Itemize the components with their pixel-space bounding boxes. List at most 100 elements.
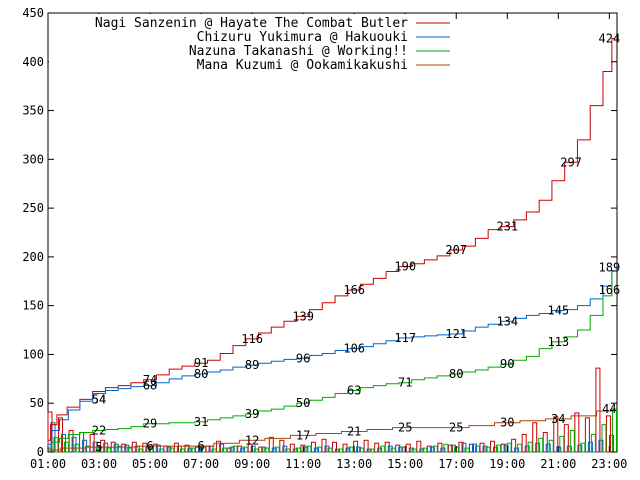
- legend-label-3: Nazuna Takanashi @ Working!!: [189, 44, 408, 59]
- bar-s2-44: [517, 443, 523, 453]
- data-label-s0-8: 231: [496, 220, 518, 234]
- bar-s1-31: [377, 447, 383, 453]
- bar-s1-40: [471, 443, 477, 453]
- bar-s2-18: [243, 446, 249, 453]
- x-tick-label-5: 11:00: [285, 457, 321, 471]
- bar-s0-49: [563, 424, 569, 453]
- x-tick-label-7: 15:00: [387, 457, 423, 471]
- data-label-s0-9: 297: [560, 155, 582, 169]
- bar-s1-34: [408, 447, 414, 453]
- bar-s0-35: [416, 440, 422, 453]
- y-tick-label-6: 300: [22, 152, 44, 166]
- data-label-s1-5: 106: [343, 342, 365, 356]
- data-label-s1-0: 54: [92, 392, 106, 406]
- bar-s2-30: [369, 448, 375, 453]
- data-label-s3-3: 12: [245, 433, 259, 447]
- legend-label-1: Nagi Sanzenin @ Hayate The Combat Butler: [95, 16, 408, 31]
- data-label-s2-4: 50: [296, 396, 310, 410]
- bar-s1-33: [398, 446, 404, 453]
- bar-s1-21: [271, 447, 277, 453]
- bar-s2-52: [601, 424, 607, 453]
- data-label-s2-1: 29: [143, 417, 157, 431]
- bar-s1-26: [324, 445, 330, 453]
- bar-s1-36: [429, 446, 435, 453]
- bar-s0-47: [542, 431, 548, 453]
- data-label-s3-1: 6: [146, 439, 153, 453]
- y-tick-label-1: 50: [30, 396, 44, 410]
- bar-s0-53: [605, 415, 611, 453]
- bar-s2-32: [390, 447, 396, 453]
- bar-s0-18: [237, 445, 243, 453]
- series-line-2: [48, 271, 615, 449]
- bar-s1-14: [198, 446, 204, 453]
- bar-s2-23: [295, 447, 301, 453]
- bar-s0-52: [595, 367, 601, 453]
- bar-s2-5: [106, 447, 112, 453]
- data-label-s2-3: 39: [245, 407, 259, 421]
- x-tick-label-9: 19:00: [489, 457, 525, 471]
- bar-s0-40: [468, 443, 474, 453]
- bar-s2-7: [127, 447, 133, 453]
- bar-s2-12: [179, 448, 185, 453]
- bar-s1-30: [366, 448, 372, 453]
- y-tick-label-4: 200: [22, 250, 44, 264]
- series-line-1: [48, 270, 615, 445]
- data-label-s1-1: 68: [143, 379, 157, 393]
- bar-s1-47: [545, 443, 551, 453]
- legend-bg: [49, 14, 409, 70]
- bar-s0-12: [173, 442, 179, 453]
- data-label-s0-1: 74: [143, 373, 157, 387]
- bar-s1-37: [440, 447, 446, 453]
- bar-s2-51: [590, 433, 596, 453]
- histogram-bars: [47, 367, 617, 453]
- bar-s1-23: [292, 448, 298, 453]
- data-label-s2-0: 22: [92, 424, 106, 438]
- bar-s0-27: [332, 441, 337, 453]
- bar-s1-41: [482, 445, 488, 453]
- bar-s2-25: [316, 446, 322, 453]
- data-label-s3-6: 25: [398, 421, 412, 435]
- x-tick-label-3: 07:00: [183, 457, 219, 471]
- bar-s1-44: [514, 447, 520, 453]
- data-label-s3-5: 21: [347, 425, 361, 439]
- bar-s0-2: [68, 430, 74, 453]
- data-label-s1-9: 145: [547, 304, 569, 318]
- data-label-s0-3: 116: [241, 332, 263, 346]
- bar-s1-27: [335, 448, 340, 453]
- bar-s0-45: [521, 433, 527, 453]
- y-tick-label-3: 150: [22, 299, 44, 313]
- bar-s0-50: [574, 412, 580, 453]
- data-label-s2-9: 113: [547, 335, 569, 349]
- bar-s0-33: [395, 444, 401, 453]
- data-label-s3-8: 30: [500, 416, 514, 430]
- data-label-s3-0: 5: [95, 440, 102, 454]
- data-label-s0-7: 207: [445, 243, 467, 257]
- bar-s2-3: [85, 445, 91, 453]
- bar-s1-51: [587, 441, 593, 453]
- data-label-s1-7: 121: [445, 327, 467, 341]
- bar-s1-42: [493, 446, 499, 453]
- bar-s2-26: [327, 447, 333, 453]
- series-line-3: [48, 408, 615, 451]
- data-label-s2-5: 63: [347, 384, 361, 398]
- x-tick-label-2: 05:00: [132, 457, 168, 471]
- x-tick-label-0: 01:00: [30, 457, 66, 471]
- y-tick-label-9: 450: [22, 6, 44, 20]
- data-label-s3-4: 17: [296, 428, 310, 442]
- data-label-s1-4: 96: [296, 351, 310, 365]
- y-tick-label-7: 350: [22, 104, 44, 118]
- bar-s2-8: [137, 448, 143, 453]
- bar-s0-10: [152, 443, 158, 453]
- bar-s1-6: [113, 443, 119, 453]
- bar-s1-24: [303, 446, 309, 453]
- data-label-s2-6: 71: [398, 376, 412, 390]
- data-label-s2-10: 166: [599, 283, 621, 297]
- x-tick-label-11: 23:00: [591, 457, 627, 471]
- series-lines: [48, 37, 615, 451]
- series-line-0: [48, 37, 615, 441]
- bar-s2-29: [359, 447, 365, 453]
- bar-s2-10: [158, 448, 164, 453]
- bar-s1-35: [419, 448, 425, 453]
- bar-s2-19: [253, 448, 259, 453]
